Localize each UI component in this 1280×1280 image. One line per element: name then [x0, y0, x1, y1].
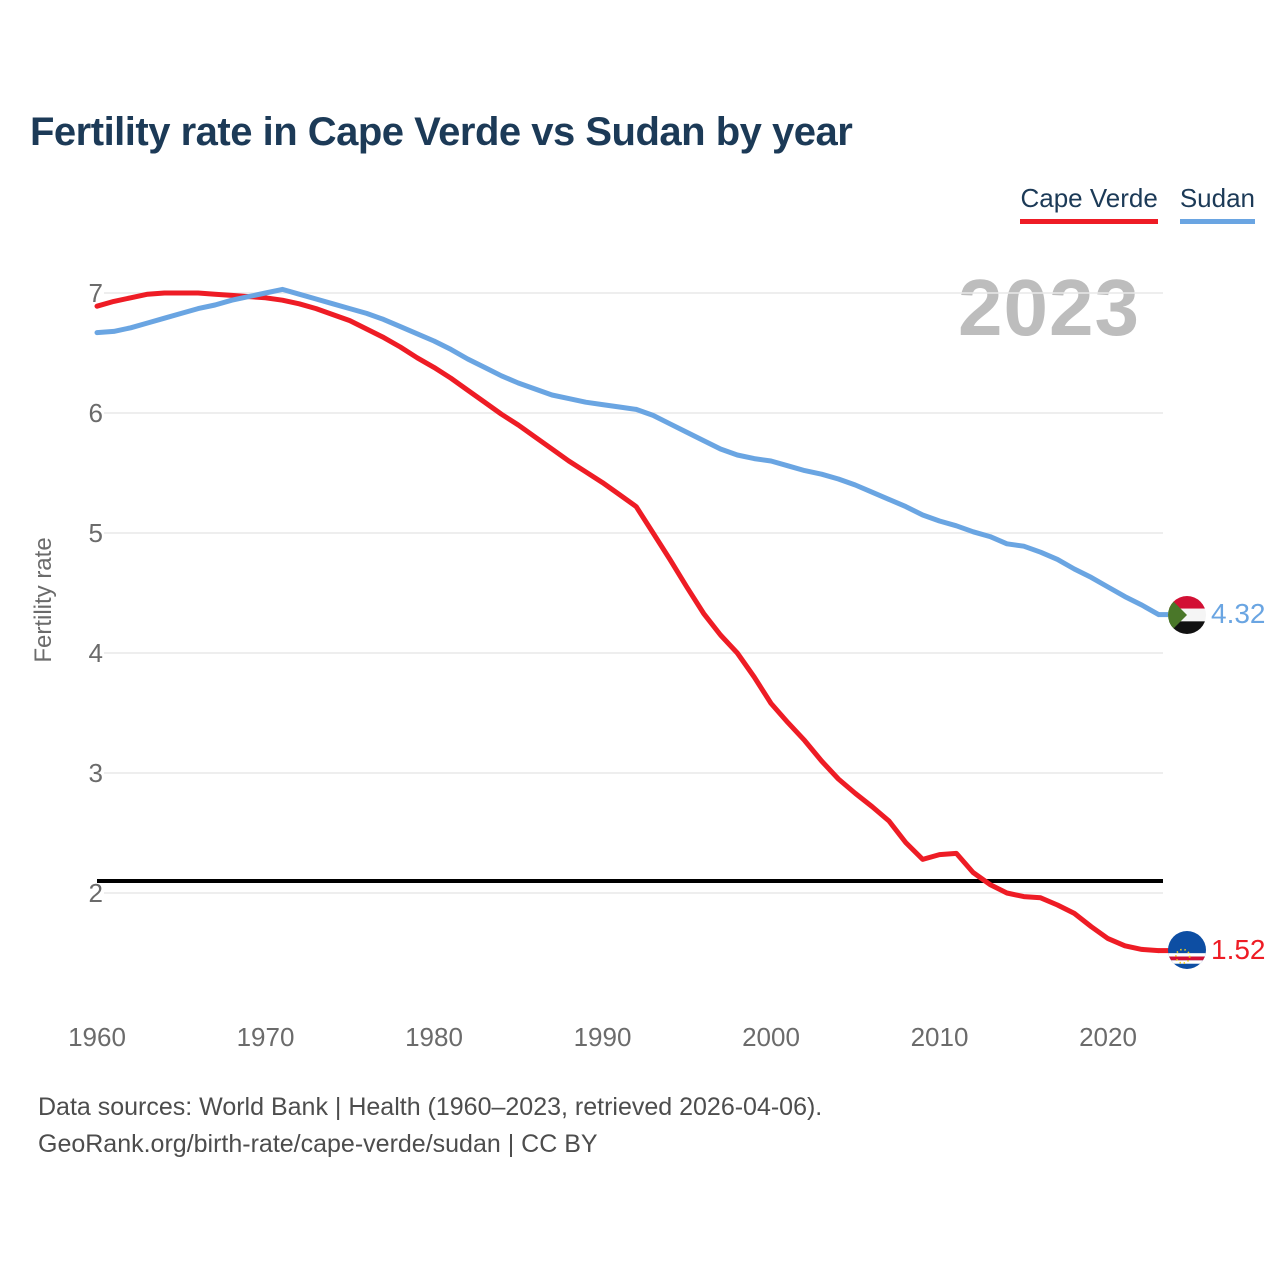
y-tick-label-7: 7: [88, 278, 103, 308]
cape-verde-end-value-label: 1.52: [1211, 934, 1266, 965]
sudan-line: [94, 286, 1162, 618]
y-tick-label-4: 4: [88, 638, 103, 668]
cape-verde-flag-icon: [1168, 931, 1206, 969]
y-tick-label-5: 5: [88, 518, 103, 548]
x-tick-label-2010: 2010: [910, 1022, 969, 1052]
y-tick-label-3: 3: [88, 758, 103, 788]
y-tick-label-2: 2: [88, 878, 103, 908]
sudan-end-value-label: 4.32: [1211, 598, 1266, 629]
x-tick-label-1990: 1990: [573, 1022, 632, 1052]
cape-verde-line: [94, 290, 1162, 954]
sudan-flag-icon: [1168, 596, 1206, 634]
x-tick-label-2000: 2000: [742, 1022, 800, 1052]
y-tick-label-6: 6: [88, 398, 103, 428]
footer-attribution-line: GeoRank.org/birth-rate/cape-verde/sudan …: [38, 1130, 598, 1158]
legend: Cape Verde Sudan: [1020, 183, 1255, 224]
legend-item-cape-verde[interactable]: Cape Verde: [1020, 183, 1158, 224]
year-watermark: 2023: [958, 263, 1140, 352]
footer-sources-line: Data sources: World Bank | Health (1960–…: [38, 1093, 823, 1121]
data-sources-footer: Data sources: World Bank | Health (1960–…: [38, 1089, 822, 1163]
x-tick-label-2020: 2020: [1079, 1022, 1137, 1052]
page-title: Fertility rate in Cape Verde vs Sudan by…: [30, 110, 853, 154]
x-tick-label-1980: 1980: [405, 1022, 463, 1052]
x-tick-label-1960: 1960: [68, 1022, 126, 1052]
legend-item-sudan[interactable]: Sudan: [1179, 183, 1255, 224]
x-tick-label-1970: 1970: [236, 1022, 295, 1052]
